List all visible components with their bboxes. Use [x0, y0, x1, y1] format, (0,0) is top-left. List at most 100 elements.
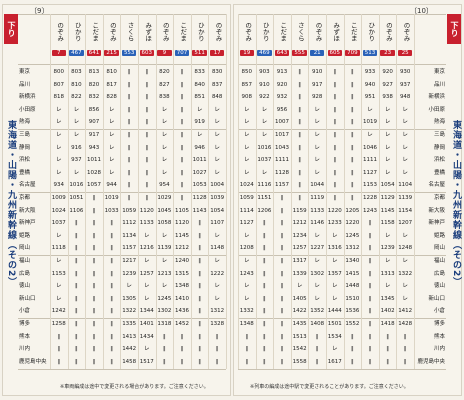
time-cell: 1043 — [274, 144, 289, 151]
time-cell: 940 — [364, 81, 376, 88]
time-cell: 1024 — [239, 182, 254, 189]
time-cell: ‖ — [298, 81, 301, 88]
time-cell: レ — [332, 232, 338, 239]
time-cell: 1220 — [345, 220, 360, 227]
time-cell: 1517 — [139, 358, 154, 365]
time-cell: 1212 — [292, 220, 307, 227]
time-cell: レ — [314, 258, 320, 264]
time-cell: レ — [144, 295, 150, 302]
station-name: 博多 — [433, 321, 445, 327]
time-cell: ‖ — [92, 333, 96, 340]
time-cell: 1011 — [192, 157, 207, 164]
time-cell: レ — [367, 106, 373, 113]
time-cell: レ — [402, 283, 408, 290]
time-cell: 1305 — [122, 295, 137, 302]
train-number: 709 — [345, 50, 360, 56]
time-cell: 1206 — [257, 207, 272, 214]
time-cell: ‖ — [351, 157, 354, 164]
time-cell: 1239 — [380, 245, 395, 252]
time-cell: ‖ — [263, 220, 266, 227]
time-cell: 1442 — [122, 346, 137, 353]
time-cell: レ — [244, 283, 250, 290]
train-number: 605 — [327, 50, 343, 56]
time-cell: 1016 — [69, 182, 84, 189]
time-cell: 1044 — [310, 182, 325, 189]
time-cell: ‖ — [298, 195, 301, 201]
time-cell: レ — [161, 144, 168, 151]
time-cell: ‖ — [127, 182, 131, 189]
time-cell: 1617 — [327, 358, 342, 365]
time-cell: 1436 — [174, 308, 189, 315]
time-cell: 818 — [53, 94, 65, 101]
row-rule — [18, 255, 226, 256]
time-cell: 1228 — [362, 195, 377, 201]
time-cell: ‖ — [75, 308, 78, 315]
time-cell: ‖ — [163, 358, 166, 365]
time-cell: レ — [73, 169, 80, 176]
time-cell: 1054 — [210, 207, 225, 214]
time-cell: ‖ — [280, 220, 284, 227]
train-name: のぞみ — [243, 22, 252, 42]
train-name: のぞみ — [55, 22, 64, 42]
time-cell: 919 — [194, 119, 205, 126]
time-cell: レ — [161, 232, 168, 239]
time-cell: ‖ — [386, 358, 389, 365]
time-cell: 1053 — [192, 182, 207, 189]
time-cell: 1328 — [210, 321, 225, 327]
section-title: 東海道・山陽・九州新幹線（その2） — [6, 120, 16, 288]
time-cell: 1207 — [398, 220, 413, 227]
time-cell: レ — [314, 283, 320, 290]
time-cell: 1133 — [139, 220, 154, 227]
time-cell: ‖ — [386, 346, 389, 353]
time-cell: 856 — [88, 106, 100, 113]
time-cell: 1339 — [292, 270, 307, 277]
time-cell: 1148 — [210, 245, 225, 252]
time-cell: 1208 — [239, 245, 254, 252]
time-cell: ‖ — [198, 245, 201, 252]
time-cell: 920 — [382, 69, 393, 75]
column-rule — [414, 14, 415, 370]
time-cell: 1239 — [122, 270, 137, 277]
time-cell: ‖ — [75, 295, 78, 302]
time-cell: ‖ — [75, 220, 78, 227]
time-cell: 1059 — [239, 195, 254, 201]
station-name: 静岡 — [433, 144, 445, 151]
time-cell: ‖ — [245, 358, 249, 365]
time-cell: レ — [161, 157, 168, 164]
column-rule — [290, 14, 292, 370]
time-cell: ‖ — [280, 358, 284, 365]
time-cell: 1145 — [174, 232, 189, 239]
time-cell: 1059 — [122, 207, 137, 214]
time-cell: 803 — [71, 69, 82, 75]
time-cell: ‖ — [280, 321, 284, 327]
station-name: 福山 — [433, 258, 445, 264]
time-cell: 1128 — [192, 195, 207, 201]
time-cell: 1037 — [257, 157, 272, 164]
time-cell: ‖ — [280, 245, 284, 252]
time-cell: 1312 — [345, 245, 360, 252]
train-name: のぞみ — [108, 22, 117, 42]
time-cell: レ — [214, 132, 220, 138]
time-cell: 1145 — [380, 207, 395, 214]
right-page — [233, 4, 462, 396]
time-cell: ‖ — [351, 169, 354, 176]
time-cell: ‖ — [75, 283, 78, 290]
time-cell: 848 — [211, 94, 223, 101]
time-cell: レ — [56, 157, 62, 164]
train-number: 511 — [192, 50, 207, 56]
time-cell: ‖ — [110, 245, 113, 252]
train-number: 17 — [209, 50, 225, 56]
time-cell: レ — [214, 295, 220, 302]
time-cell: 838 — [159, 94, 170, 101]
top-rule — [238, 14, 446, 15]
time-cell: ‖ — [351, 69, 354, 75]
time-cell: 1157 — [122, 245, 137, 252]
station-name: 小田原 — [19, 106, 36, 113]
time-cell: ‖ — [75, 358, 78, 365]
time-cell: 800 — [53, 69, 65, 75]
time-cell: ‖ — [215, 333, 219, 340]
time-cell: ‖ — [263, 232, 266, 239]
train-name: みずほ — [331, 22, 340, 42]
time-cell: ‖ — [315, 333, 319, 340]
train-number: 603 — [139, 50, 155, 56]
